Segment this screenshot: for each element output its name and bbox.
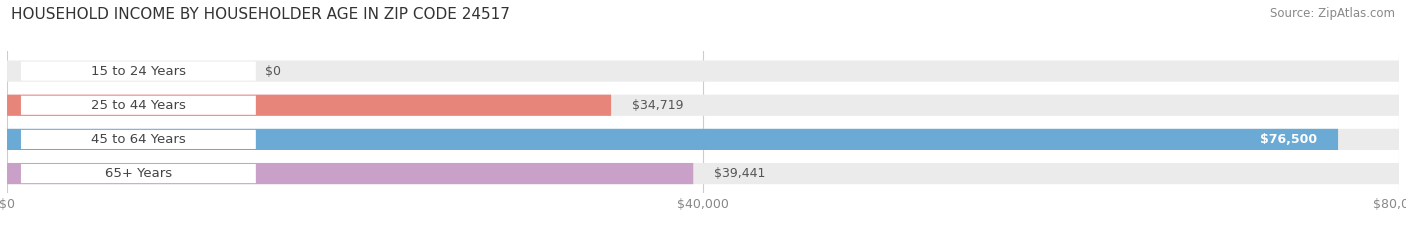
FancyBboxPatch shape [7, 95, 1399, 116]
FancyBboxPatch shape [7, 61, 1399, 82]
Text: $0: $0 [264, 65, 281, 78]
Text: Source: ZipAtlas.com: Source: ZipAtlas.com [1270, 7, 1395, 20]
FancyBboxPatch shape [7, 129, 1399, 150]
FancyBboxPatch shape [7, 95, 612, 116]
FancyBboxPatch shape [21, 96, 256, 115]
FancyBboxPatch shape [21, 62, 256, 81]
FancyBboxPatch shape [7, 163, 1399, 184]
Text: $76,500: $76,500 [1260, 133, 1317, 146]
FancyBboxPatch shape [7, 163, 693, 184]
Text: 45 to 64 Years: 45 to 64 Years [91, 133, 186, 146]
FancyBboxPatch shape [7, 129, 1339, 150]
Text: 15 to 24 Years: 15 to 24 Years [91, 65, 186, 78]
Text: 25 to 44 Years: 25 to 44 Years [91, 99, 186, 112]
FancyBboxPatch shape [21, 130, 256, 149]
Text: $39,441: $39,441 [714, 167, 765, 180]
Text: HOUSEHOLD INCOME BY HOUSEHOLDER AGE IN ZIP CODE 24517: HOUSEHOLD INCOME BY HOUSEHOLDER AGE IN Z… [11, 7, 510, 22]
FancyBboxPatch shape [21, 164, 256, 183]
Text: $34,719: $34,719 [631, 99, 683, 112]
Text: 65+ Years: 65+ Years [105, 167, 172, 180]
